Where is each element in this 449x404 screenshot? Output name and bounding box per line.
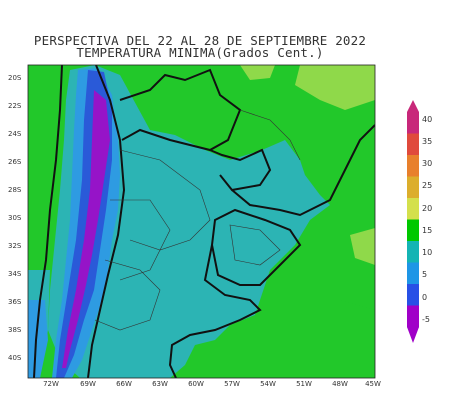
lon-label: 66W xyxy=(116,380,132,388)
lon-label: 45W xyxy=(365,380,381,388)
colorbar-top-arrow xyxy=(407,100,419,112)
colorbar-swatch xyxy=(407,262,419,285)
colorbar-bottom-arrow xyxy=(407,327,419,343)
lon-label: 72W xyxy=(43,380,59,388)
lat-label: 24S xyxy=(8,130,22,138)
light-green-zone-n xyxy=(240,65,275,80)
colorbar-swatch xyxy=(407,219,419,242)
lon-label: 63W xyxy=(152,380,168,388)
lat-label: 40S xyxy=(8,354,22,362)
purple-zone xyxy=(62,90,110,368)
lat-label: 22S xyxy=(8,102,22,110)
colorbar-swatch xyxy=(407,133,419,156)
colorbar-label: 0 xyxy=(422,293,428,302)
map-subtitle: TEMPERATURA MINIMA(Grados Cent.) xyxy=(76,45,324,60)
teal-zone xyxy=(48,65,330,378)
country-borders xyxy=(33,65,375,378)
colorbar-label: 10 xyxy=(422,248,433,257)
colorbar-label: 5 xyxy=(422,270,428,279)
colorbar xyxy=(407,100,419,343)
blue-zone-sw xyxy=(28,300,48,378)
lat-label: 34S xyxy=(8,270,22,278)
lat-label: 20S xyxy=(8,74,22,82)
map-frame xyxy=(27,64,376,379)
lon-label: 60W xyxy=(188,380,204,388)
colorbar-label: 35 xyxy=(422,137,433,146)
lat-label: 32S xyxy=(8,242,22,250)
colorbar-swatch xyxy=(407,198,419,220)
colorbar-label: 25 xyxy=(422,181,433,190)
lat-label: 26S xyxy=(8,158,22,166)
lon-label: 54W xyxy=(260,380,276,388)
lat-label: 36S xyxy=(8,298,22,306)
colorbar-label: 20 xyxy=(422,204,433,213)
colorbar-swatch xyxy=(407,112,419,134)
lon-label: 69W xyxy=(80,380,96,388)
lat-label: 38S xyxy=(8,326,22,334)
map-title: PERSPECTIVA DEL 22 AL 28 DE SEPTIEMBRE 2… xyxy=(33,33,367,48)
colorbar-swatch xyxy=(407,176,419,199)
colorbar-label: 15 xyxy=(422,226,433,235)
colorbar-swatch xyxy=(407,155,419,177)
lat-label: 30S xyxy=(8,214,22,222)
light-green-zone-e xyxy=(350,228,375,265)
province-borders xyxy=(94,109,301,331)
lon-label: 57W xyxy=(224,380,240,388)
lat-label: 28S xyxy=(8,186,22,194)
lon-label: 48W xyxy=(332,380,348,388)
colorbar-swatch xyxy=(407,284,419,306)
colorbar-swatch xyxy=(407,305,419,328)
light-green-zone-ne xyxy=(295,65,375,110)
colorbar-label: -5 xyxy=(422,315,430,324)
colorbar-label: 30 xyxy=(422,159,433,168)
colorbar-label: 40 xyxy=(422,115,433,124)
lon-label: 51W xyxy=(296,380,312,388)
sea-green xyxy=(260,290,375,378)
colorbar-swatch xyxy=(407,241,419,263)
